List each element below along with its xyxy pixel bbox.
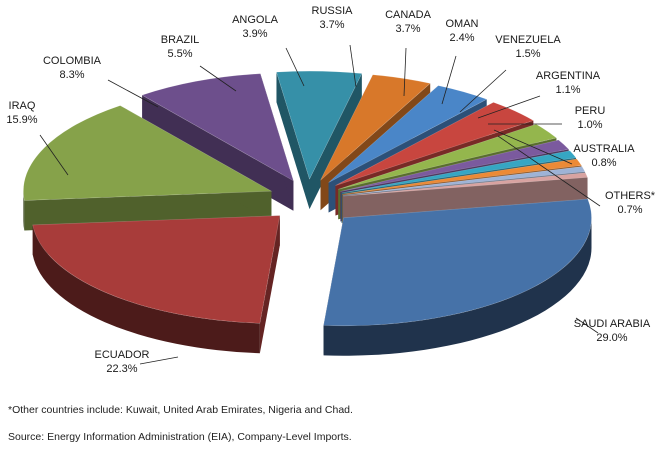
slice-name-argentina: ARGENTINA [536, 70, 601, 82]
slice-name-peru: PERU [575, 105, 606, 117]
slice-name-colombia: COLOMBIA [43, 55, 102, 67]
slice-value-ecuador: 22.3% [106, 363, 137, 375]
slice-value-peru: 1.0% [577, 119, 602, 131]
slice-value-colombia: 8.3% [59, 69, 84, 81]
slice-value-iraq: 15.9% [6, 114, 37, 126]
slice-name-saudi-arabia: SAUDI ARABIA [574, 318, 651, 330]
pie-slice-iraq [23, 105, 273, 231]
slice-value-others: 0.7% [617, 204, 642, 216]
slice-value-russia: 3.7% [319, 19, 344, 31]
slice-name-brazil: BRAZIL [161, 34, 200, 46]
leader-line-canada [403, 47, 407, 97]
slice-value-angola: 3.9% [242, 28, 267, 40]
leader-line-brazil [199, 65, 237, 92]
leader-line-angola [285, 47, 305, 87]
leader-line-venezuela [459, 69, 507, 113]
pie-slice-ecuador [32, 215, 281, 354]
slice-name-russia: RUSSIA [312, 5, 354, 17]
others-footnote: *Other countries include: Kuwait, United… [8, 404, 353, 416]
leader-line-oman [441, 55, 457, 105]
pie-slice-brazil [276, 70, 363, 210]
slice-value-argentina: 1.1% [555, 84, 580, 96]
leader-line-russia [349, 44, 357, 88]
leader-line-iraq [39, 134, 69, 176]
pie-slice-saudi-arabia [323, 198, 592, 356]
slice-value-venezuela: 1.5% [515, 48, 540, 60]
leader-line-others [497, 135, 601, 207]
slice-value-canada: 3.7% [395, 23, 420, 35]
slice-name-australia: AUSTRALIA [573, 143, 635, 155]
source-footnote: Source: Energy Information Administratio… [8, 431, 352, 443]
slice-name-angola: ANGOLA [232, 14, 279, 26]
slice-value-brazil: 5.5% [167, 48, 192, 60]
leader-line-australia [493, 129, 573, 165]
slice-value-oman: 2.4% [449, 32, 474, 44]
slice-name-ecuador: ECUADOR [94, 349, 149, 361]
leader-line-argentina [477, 95, 541, 119]
slice-name-oman: OMAN [446, 18, 479, 30]
slice-name-iraq: IRAQ [9, 100, 36, 112]
leader-line-ecuador [139, 356, 179, 365]
slice-name-others: OTHERS* [605, 190, 656, 202]
leader-line-colombia [107, 79, 159, 108]
slice-value-australia: 0.8% [591, 157, 616, 169]
pie-slice-colombia [141, 73, 294, 211]
slice-name-venezuela: VENEZUELA [495, 34, 561, 46]
leader-line-saudi-arabia [575, 317, 599, 334]
slice-value-saudi-arabia: 29.0% [596, 332, 627, 344]
slice-name-canada: CANADA [385, 9, 432, 21]
